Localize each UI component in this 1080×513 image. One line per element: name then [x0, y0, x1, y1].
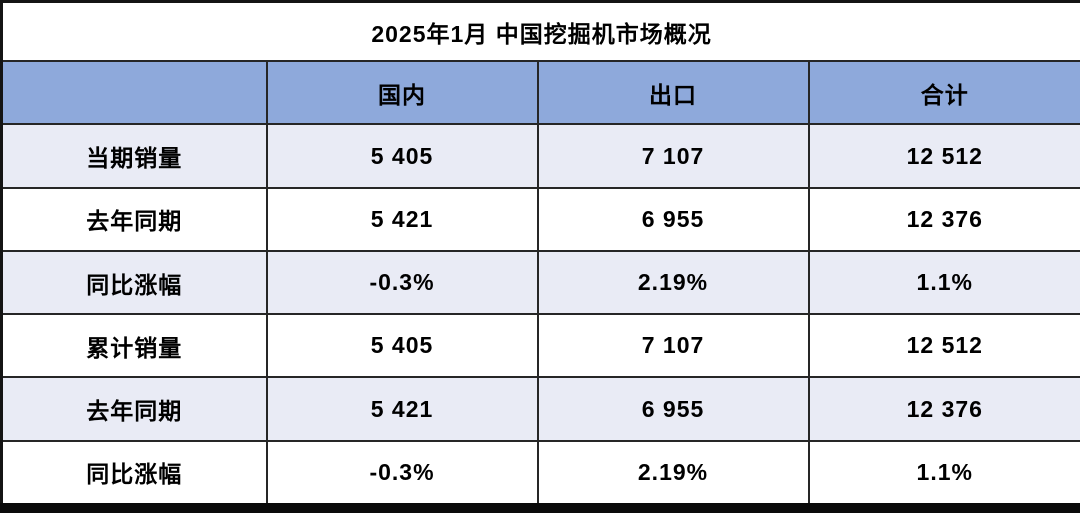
cell-total: 12 512 — [807, 313, 1080, 379]
row-label: 去年同期 — [0, 376, 268, 442]
cell-export: 2.19% — [536, 439, 810, 510]
row-label: 去年同期 — [0, 186, 268, 252]
row-label: 累计销量 — [0, 313, 268, 379]
cell-export: 6 955 — [536, 376, 810, 442]
cell-total: 12 512 — [807, 123, 1080, 189]
header-cell-total: 合计 — [807, 60, 1080, 126]
table-row-cumulative-sales: 累计销量 5 405 7 107 12 512 — [0, 313, 1080, 379]
cell-export: 2.19% — [536, 249, 810, 316]
cell-export: 7 107 — [536, 313, 810, 379]
row-label: 同比涨幅 — [0, 439, 268, 510]
row-label: 当期销量 — [0, 123, 268, 189]
cell-domestic: 5 405 — [265, 313, 539, 379]
header-cell-domestic: 国内 — [265, 60, 539, 126]
cell-domestic: -0.3% — [265, 249, 539, 316]
cell-export: 6 955 — [536, 186, 810, 252]
table-header-row: 国内 出口 合计 — [0, 60, 1080, 126]
cell-total: 1.1% — [807, 439, 1080, 510]
row-label: 同比涨幅 — [0, 249, 268, 316]
table-row-yoy-change: 同比涨幅 -0.3% 2.19% 1.1% — [0, 249, 1080, 316]
cell-total: 12 376 — [807, 376, 1080, 442]
cell-domestic: 5 405 — [265, 123, 539, 189]
table-title-row: 2025年1月 中国挖掘机市场概况 — [0, 0, 1080, 63]
cell-domestic: 5 421 — [265, 186, 539, 252]
table-row-current-sales: 当期销量 5 405 7 107 12 512 — [0, 123, 1080, 189]
cell-domestic: -0.3% — [265, 439, 539, 510]
cell-total: 12 376 — [807, 186, 1080, 252]
cell-export: 7 107 — [536, 123, 810, 189]
header-cell-empty — [0, 60, 268, 126]
table-row-last-year-same-period-cumulative: 去年同期 5 421 6 955 12 376 — [0, 376, 1080, 442]
page-title: 2025年1月 中国挖掘机市场概况 — [0, 0, 1080, 63]
cell-total: 1.1% — [807, 249, 1080, 316]
table-row-last-year-same-period: 去年同期 5 421 6 955 12 376 — [0, 186, 1080, 252]
cell-domestic: 5 421 — [265, 376, 539, 442]
table-row-yoy-change-cumulative: 同比涨幅 -0.3% 2.19% 1.1% — [0, 439, 1080, 510]
header-cell-export: 出口 — [536, 60, 810, 126]
